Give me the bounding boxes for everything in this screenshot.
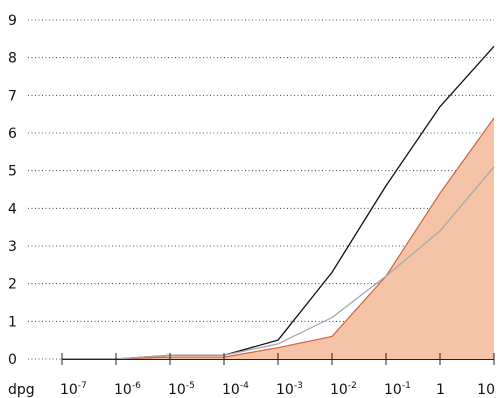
y-tick-label: 3 — [8, 239, 17, 255]
x-tick-label: 10-2 — [330, 381, 357, 398]
y-tick-label: 0 — [8, 352, 17, 368]
y-tick-label: 1 — [8, 314, 17, 330]
x-tick-label: 10-4 — [222, 381, 249, 398]
x-tick-label: 10 — [477, 382, 495, 398]
line-series-layer — [62, 45, 495, 360]
x-axis-ticks: 10-7 10-6 10-5 10-4 10-3 10-2 10-1 1 10 — [60, 353, 495, 398]
area-series-layer — [62, 117, 495, 360]
y-tick-label: 4 — [8, 201, 17, 217]
y-axis-ticks: 0 1 2 3 4 5 6 7 8 9 — [8, 13, 17, 368]
x-tick-label: 1 — [436, 382, 445, 398]
y-tick-label: 6 — [8, 126, 17, 142]
x-axis-label: dpg — [8, 382, 35, 398]
y-tick-label: 8 — [8, 51, 17, 67]
x-tick-label: 10-3 — [276, 381, 303, 398]
x-tick-label: 10-5 — [168, 381, 195, 398]
y-tick-label: 7 — [8, 88, 17, 104]
x-tick-label: 10-6 — [114, 381, 141, 398]
x-tick-label: 10-1 — [384, 381, 411, 398]
y-tick-label: 2 — [8, 277, 17, 293]
line-series-2 — [62, 166, 495, 360]
y-tick-label: 9 — [8, 13, 17, 29]
x-tick-label: 10-7 — [60, 381, 87, 398]
y-tick-label: 5 — [8, 164, 17, 180]
area-series-fill — [62, 117, 494, 359]
